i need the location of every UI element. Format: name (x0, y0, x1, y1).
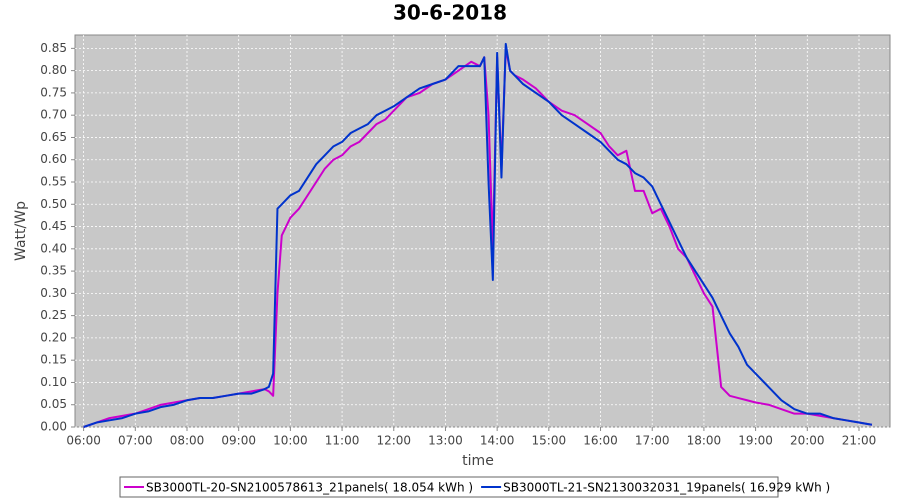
y-tick-label: 0.15 (40, 353, 67, 367)
x-tick-label: 18:00 (687, 434, 722, 448)
x-tick-label: 09:00 (221, 434, 256, 448)
legend-box (119, 476, 779, 498)
x-tick-label: 06:00 (66, 434, 101, 448)
x-tick-label: 21:00 (842, 434, 877, 448)
y-tick-label: 0.65 (40, 130, 67, 144)
legend-text: SB3000TL-21-SN2130032031_19panels( 16.92… (503, 481, 830, 495)
y-tick-label: 0.10 (40, 375, 67, 389)
x-tick-label: 07:00 (118, 434, 153, 448)
y-tick-label: 0.75 (40, 85, 67, 99)
y-tick-label: 0.45 (40, 219, 67, 233)
legend-text: SB3000TL-20-SN2100578613_21panels( 18.05… (146, 481, 473, 495)
y-tick-label: 0.30 (40, 286, 67, 300)
y-tick-label: 0.70 (40, 108, 67, 122)
y-tick-label: 0.55 (40, 175, 67, 189)
x-tick-label: 20:00 (790, 434, 825, 448)
x-tick-label: 13:00 (428, 434, 463, 448)
y-tick-label: 0.35 (40, 264, 67, 278)
chart-title: 30-6-2018 (393, 1, 507, 25)
x-tick-label: 15:00 (532, 434, 567, 448)
x-tick-label: 12:00 (376, 434, 411, 448)
y-tick-label: 0.85 (40, 41, 67, 55)
y-tick-label: 0.50 (40, 197, 67, 211)
y-tick-label: 0.80 (40, 63, 67, 77)
y-tick-label: 0.25 (40, 308, 67, 322)
x-tick-label: 16:00 (583, 434, 618, 448)
x-axis-label: time (462, 453, 494, 469)
y-axis-label: Watt/Wp (13, 201, 29, 261)
x-tick-label: 11:00 (325, 434, 360, 448)
series-line (83, 42, 873, 428)
y-tick-label: 0.05 (40, 397, 67, 411)
y-tick-label: 0.00 (40, 420, 67, 434)
x-tick-label: 17:00 (635, 434, 670, 448)
y-tick-label: 0.40 (40, 241, 67, 255)
x-tick-label: 14:00 (480, 434, 515, 448)
x-tick-label: 08:00 (170, 434, 205, 448)
plot-area (74, 34, 891, 428)
series-line (83, 47, 873, 428)
y-tick-label: 0.60 (40, 152, 67, 166)
x-tick-label: 19:00 (738, 434, 773, 448)
y-tick-label: 0.20 (40, 330, 67, 344)
x-tick-label: 10:00 (273, 434, 308, 448)
